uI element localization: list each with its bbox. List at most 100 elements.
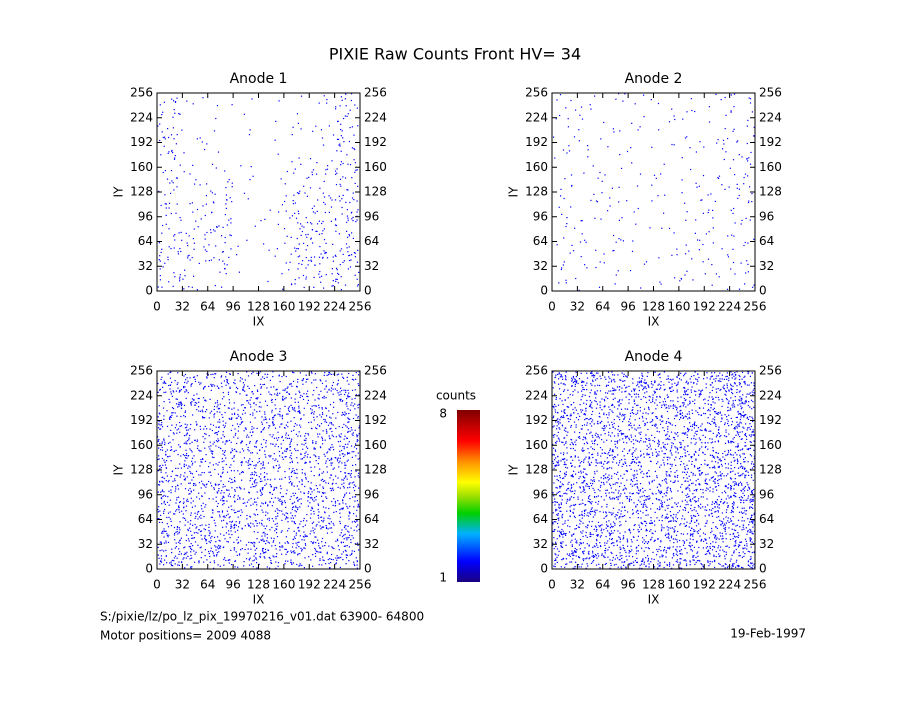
dot	[213, 414, 215, 416]
dot	[347, 507, 349, 509]
dot	[708, 408, 710, 411]
dot	[178, 401, 180, 403]
dot	[667, 396, 669, 399]
dot	[726, 375, 728, 377]
dot	[574, 380, 576, 382]
dot	[167, 152, 169, 154]
dot	[216, 546, 219, 548]
dot	[327, 165, 329, 167]
dot	[597, 372, 599, 374]
dot	[298, 529, 300, 531]
dot	[575, 439, 577, 441]
dot	[704, 398, 706, 400]
dot	[234, 434, 236, 436]
dot	[331, 268, 333, 270]
dot	[640, 384, 642, 386]
dot	[713, 407, 715, 409]
dot	[315, 379, 317, 381]
dot	[270, 455, 272, 457]
dot	[746, 158, 748, 160]
dot	[210, 445, 212, 447]
dot	[352, 464, 354, 466]
dot	[173, 138, 175, 140]
dot	[273, 386, 275, 388]
dot	[287, 413, 289, 415]
dot	[702, 212, 704, 214]
dot	[632, 439, 634, 441]
dot	[173, 235, 175, 237]
dot	[237, 245, 239, 247]
dot	[309, 456, 311, 458]
dot	[558, 378, 560, 380]
dot	[243, 450, 245, 452]
dot	[324, 455, 326, 457]
dot	[229, 477, 231, 479]
dot	[344, 393, 346, 396]
dot	[250, 397, 252, 399]
dot	[159, 480, 161, 482]
dot	[652, 384, 654, 386]
dot	[285, 553, 287, 555]
dot	[259, 383, 262, 385]
dot	[242, 502, 244, 504]
dot	[345, 201, 347, 203]
dot	[300, 163, 302, 165]
dot	[193, 228, 195, 230]
dot	[738, 391, 740, 393]
dot	[213, 416, 215, 418]
dot	[342, 137, 344, 139]
plot-frame	[156, 92, 361, 292]
dot	[346, 402, 348, 404]
dot	[264, 502, 267, 504]
dot	[738, 154, 740, 156]
dot	[331, 462, 333, 464]
y-tick-label-right: 192	[364, 135, 387, 149]
dot	[160, 514, 162, 516]
dot	[332, 479, 334, 481]
dot	[177, 564, 179, 566]
dot	[253, 544, 255, 546]
dot	[565, 376, 567, 378]
dot	[208, 385, 210, 387]
dot	[284, 502, 286, 504]
dot	[275, 518, 277, 520]
dot	[343, 389, 345, 391]
dot	[251, 428, 253, 430]
dot	[293, 552, 295, 554]
dot	[350, 553, 353, 555]
dot	[212, 450, 214, 453]
dot	[666, 421, 668, 423]
dot	[561, 376, 563, 378]
dot	[182, 454, 184, 456]
dot	[211, 385, 213, 387]
dot	[330, 459, 332, 461]
dot	[595, 397, 597, 399]
dot	[202, 458, 204, 460]
dot	[613, 390, 615, 392]
dot	[162, 171, 164, 174]
dot	[225, 371, 228, 373]
dot	[723, 143, 725, 145]
dot	[218, 539, 220, 541]
dot	[229, 418, 231, 420]
dot	[740, 262, 742, 264]
y-tick-label-right: 256	[364, 86, 387, 100]
dot	[342, 507, 344, 509]
dot	[262, 550, 264, 552]
dot	[184, 488, 187, 490]
dot	[303, 393, 305, 395]
dot	[281, 510, 283, 512]
dot	[614, 389, 616, 391]
dot	[728, 400, 730, 402]
dot	[683, 387, 685, 389]
dot	[332, 243, 334, 245]
dot	[297, 526, 300, 529]
dot	[638, 377, 640, 379]
dot	[159, 268, 161, 270]
dot	[318, 457, 320, 460]
dot	[261, 524, 263, 526]
dot	[609, 427, 611, 429]
dot	[656, 427, 658, 429]
dot	[594, 379, 597, 381]
dot	[289, 462, 291, 464]
